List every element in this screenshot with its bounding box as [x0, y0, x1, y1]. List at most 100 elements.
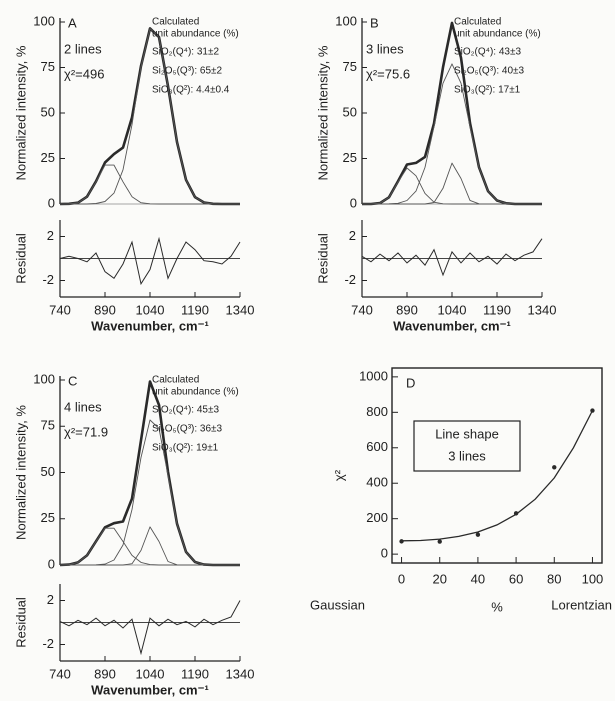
annotation: SiO₂(Q⁴): 31±2: [152, 47, 219, 58]
y-tick-label: 100: [33, 13, 55, 28]
point: [590, 408, 595, 413]
fit-curve: [401, 410, 594, 542]
fit-component: [59, 164, 240, 205]
annotation: Calculated: [152, 17, 199, 28]
residual-tick-label: -2: [344, 272, 356, 287]
x-tick-label: 100: [582, 571, 604, 586]
residual-line: [361, 238, 543, 277]
box-text: Line shape: [435, 426, 499, 441]
annotation: Si₂O₅(Q³): 40±3: [454, 66, 525, 77]
y-tick-label: 75: [41, 59, 55, 74]
residual-line: [59, 600, 241, 656]
x-tick-label: 740: [49, 302, 71, 317]
y-tick-label: 200: [366, 510, 388, 525]
x-tick-label: 40: [471, 571, 485, 586]
y-tick-label: 75: [41, 418, 55, 433]
plot-frame: [391, 367, 603, 564]
residual-tick-label: 2: [47, 228, 54, 243]
x-tick-label: 1040: [136, 666, 165, 681]
x-tick-label: 0: [398, 571, 405, 586]
point: [399, 539, 404, 544]
x-tick-label: 1340: [226, 302, 255, 317]
panel-label: B: [370, 15, 379, 30]
annotation: SiO₃(Q²): 17±1: [454, 85, 521, 96]
residual-label: Residual: [13, 233, 28, 284]
y-tick-label: 0: [48, 556, 55, 571]
y-axis-label: Normalized intensity, %: [13, 45, 28, 180]
annotation: Calculated: [152, 375, 199, 386]
residual-label: Residual: [315, 233, 330, 284]
y-axis-label: χ²: [331, 469, 346, 481]
fit-component: [59, 527, 240, 566]
y-tick-label: 25: [343, 150, 357, 165]
x-tick-label: 1190: [181, 302, 209, 317]
y-tick-label: 100: [335, 13, 357, 28]
y-tick-label: 0: [350, 195, 357, 210]
y-tick-label: 100: [33, 371, 55, 386]
x-axis-label: %: [491, 599, 503, 614]
point: [475, 532, 481, 537]
y-tick-label: 0: [48, 195, 55, 210]
y-tick-label: 50: [343, 104, 357, 119]
x-right-label: Lorentzian: [551, 597, 612, 612]
x-tick-label: 740: [351, 302, 373, 317]
x-tick-label: 1340: [226, 666, 255, 681]
note: 4 lines: [64, 399, 102, 414]
residual-line: [59, 236, 241, 286]
annotation: Calculated: [454, 17, 501, 28]
residual-label: Residual: [13, 597, 28, 648]
annotation: SiO₂(Q⁴): 43±3: [454, 47, 521, 58]
box-text: 3 lines: [448, 448, 486, 463]
y-tick-label: 1000: [359, 368, 388, 383]
point: [513, 511, 519, 516]
annotation: SiO₃(Q²): 4.4±0.4: [152, 85, 230, 96]
fit-component: [60, 28, 240, 205]
fit-component: [60, 526, 240, 566]
y-tick-label: 50: [41, 104, 55, 119]
x-tick-label: 890: [94, 302, 116, 317]
note: χ²=71.9: [64, 424, 108, 439]
y-axis-label: Normalized intensity, %: [13, 405, 28, 540]
x-axis-label: Wavenumber, cm⁻¹: [393, 318, 511, 333]
panel-label: D: [406, 375, 415, 390]
annotation: unit abundance (%): [454, 29, 541, 40]
y-tick-label: 25: [41, 150, 55, 165]
annotation: SiO₃(Q²): 19±1: [152, 443, 219, 454]
annotation: SiO₂(Q⁴): 45±3: [152, 405, 219, 416]
x-tick-label: 1040: [438, 302, 467, 317]
y-tick-label: 75: [343, 59, 357, 74]
x-tick-label: 890: [396, 302, 418, 317]
x-axis-label: Wavenumber, cm⁻¹: [91, 682, 209, 697]
x-left-label: Gaussian: [310, 597, 365, 612]
annotation: unit abundance (%): [152, 29, 239, 40]
note: χ²=496: [64, 66, 104, 81]
y-axis-label: Normalized intensity, %: [315, 45, 330, 180]
x-tick-label: 80: [547, 571, 561, 586]
panel-label: A: [68, 15, 77, 30]
annotation: Si₂O₅(Q³): 36±3: [152, 424, 223, 435]
panel-label: C: [68, 373, 77, 388]
note: χ²=75.6: [366, 66, 410, 81]
y-tick-label: 800: [366, 404, 388, 419]
x-tick-label: 890: [94, 666, 116, 681]
note: 3 lines: [366, 41, 404, 56]
x-tick-label: 20: [432, 571, 446, 586]
y-tick-label: 50: [41, 464, 55, 479]
y-tick-label: 600: [366, 439, 388, 454]
note: 2 lines: [64, 41, 102, 56]
residual-tick-label: -2: [42, 636, 54, 651]
x-axis-label: Wavenumber, cm⁻¹: [91, 318, 209, 333]
residual-tick-label: -2: [42, 272, 54, 287]
x-tick-label: 1040: [136, 302, 165, 317]
residual-tick-label: 2: [349, 228, 356, 243]
x-tick-label: 1340: [528, 302, 557, 317]
x-tick-label: 740: [49, 666, 71, 681]
y-tick-label: 25: [41, 510, 55, 525]
point: [552, 465, 557, 470]
annotation: Si₂O₅(Q³): 65±2: [152, 66, 223, 77]
x-tick-label: 1190: [483, 302, 511, 317]
x-tick-label: 1190: [181, 666, 209, 681]
text-box: [413, 420, 521, 472]
point: [437, 539, 442, 544]
